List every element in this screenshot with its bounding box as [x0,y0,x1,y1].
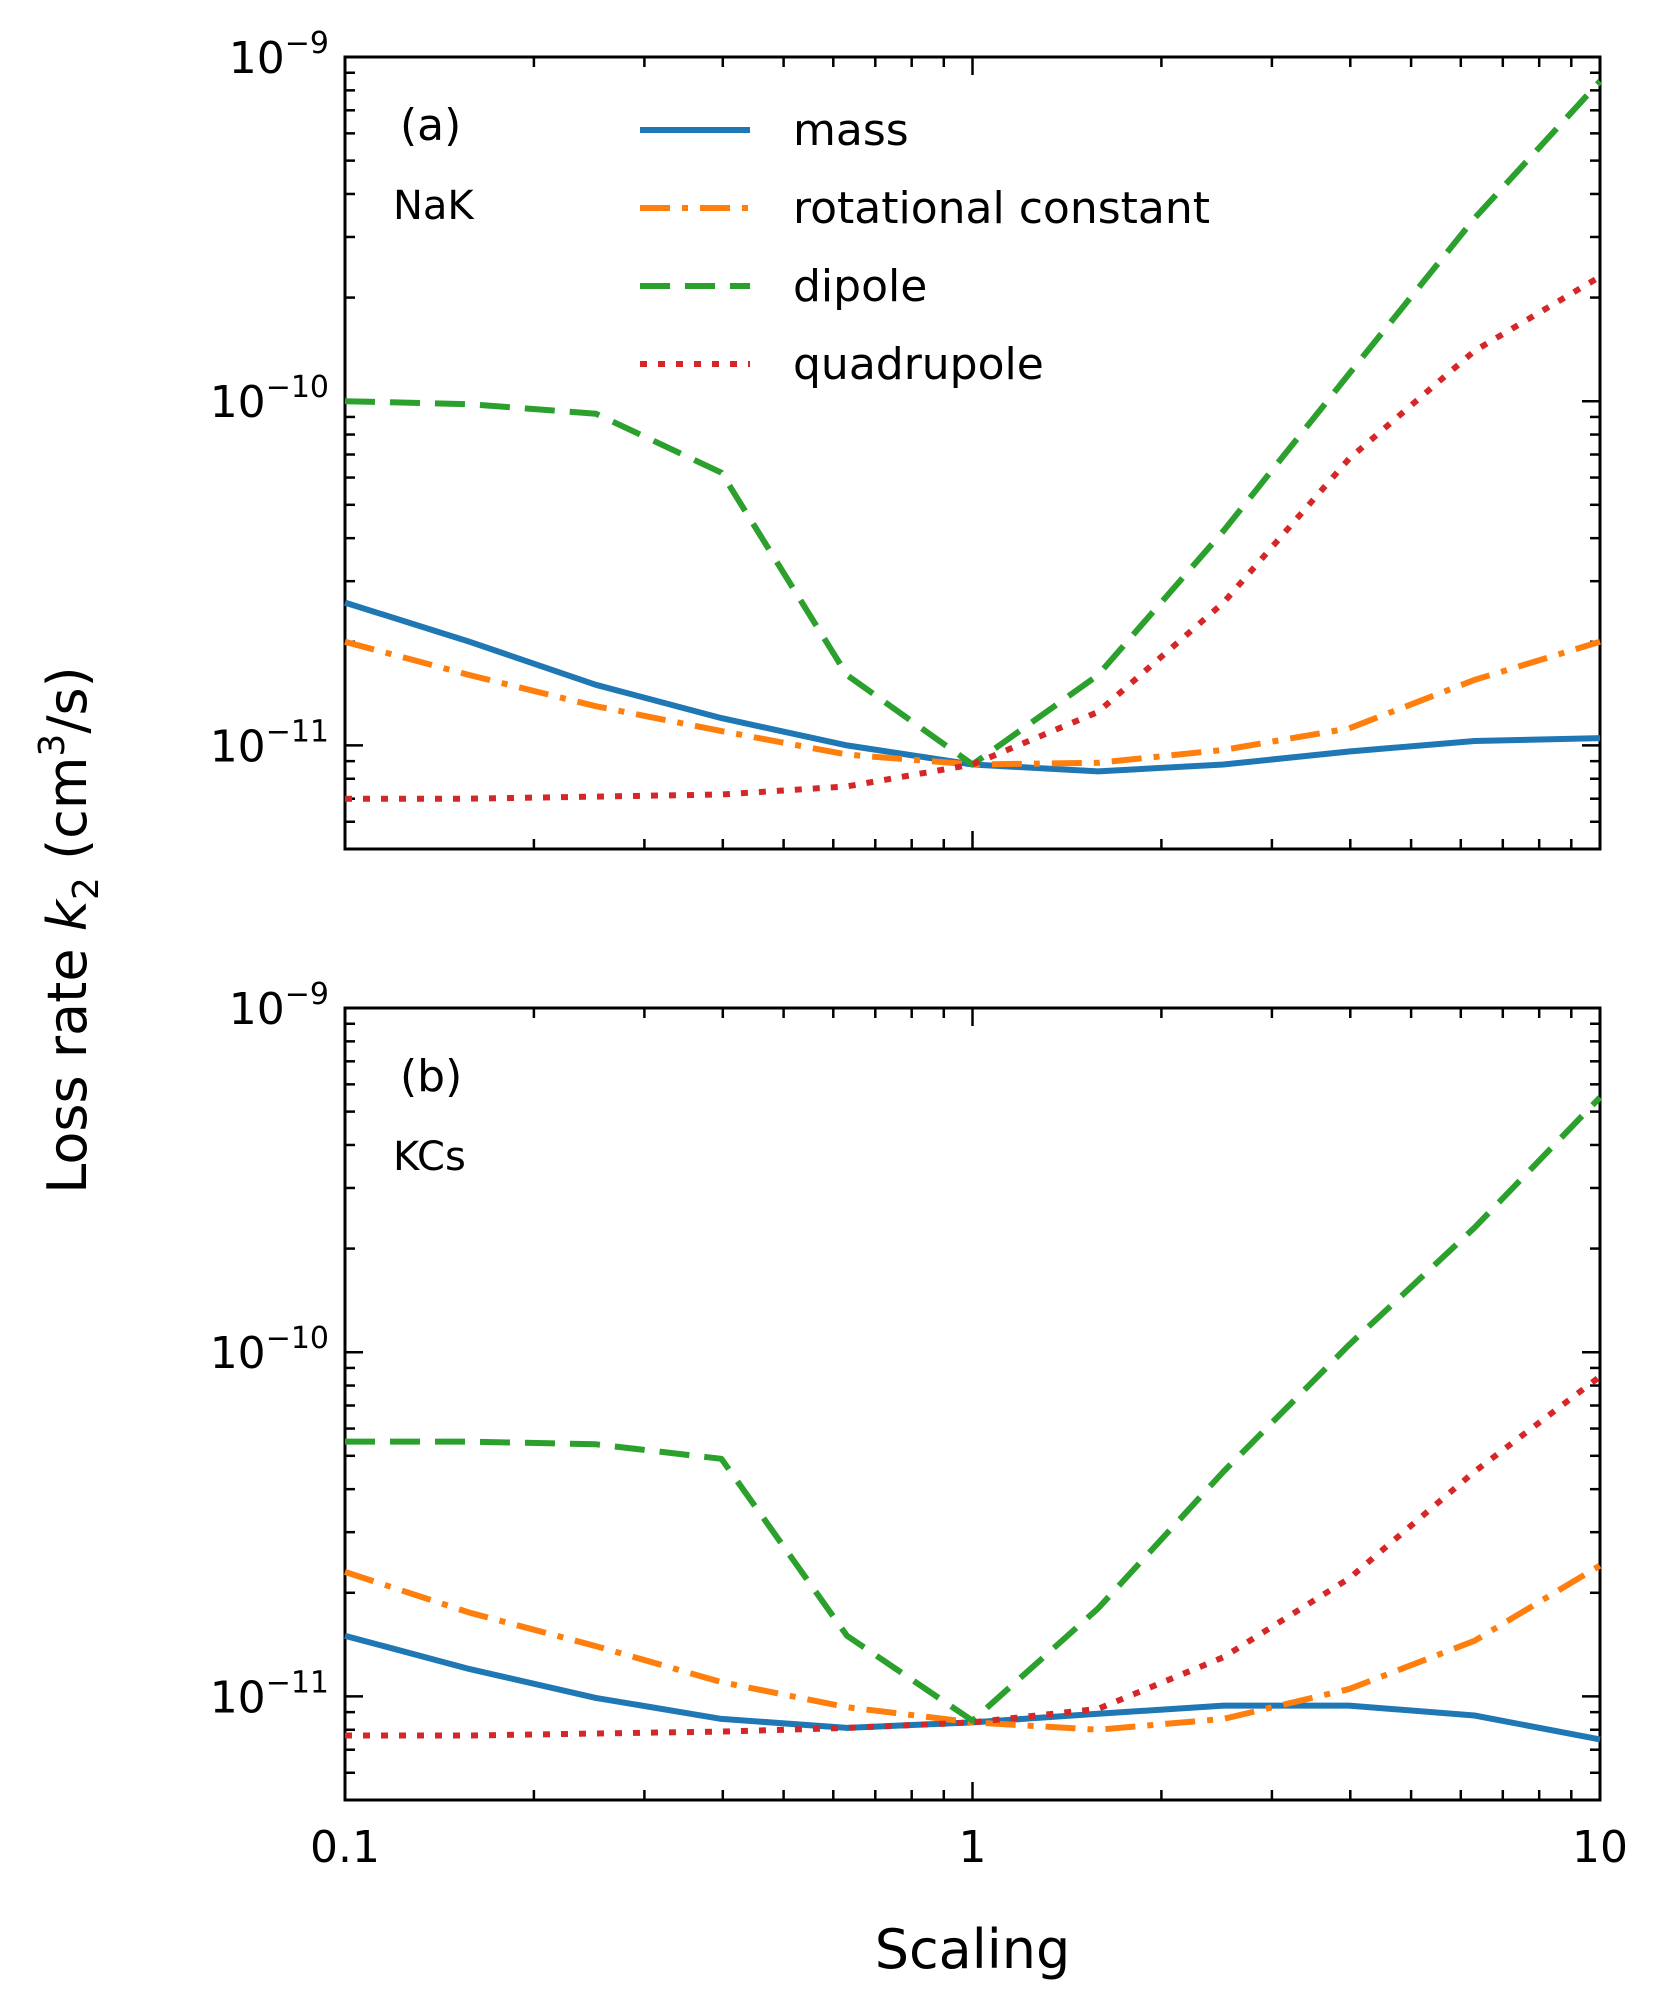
y-tick-label: 10−11 [210,714,329,772]
legend-label-mass: mass [793,105,909,156]
y-tick-label: 10−9 [229,977,329,1035]
series-line-rotational [344,638,1601,768]
series-line-dipole [344,79,1603,768]
y-axis-title: Loss rate k2 (cm3/s) [32,666,107,1194]
x-axis-title: Scaling [875,1918,1071,1981]
molecule-label: KCs [393,1134,466,1180]
legend-label-quadrupole: quadrupole [793,339,1044,390]
series-line-dipole [345,1095,1603,1724]
series-line-mass [344,599,1601,775]
x-tick-label: 10 [1572,1822,1628,1873]
plot-frame-a [343,55,1602,851]
panel-tag: (a) [400,100,461,151]
legend-label-rotational: rotational constant [793,183,1210,234]
panel-a: 10−9 10−10 10−11 (a) NaK mass rotational const… [210,26,1603,851]
y-tick-label: 10−10 [210,1321,329,1379]
legend-label-dipole: dipole [793,261,927,312]
y-tick-label: 10−9 [229,26,329,84]
axis-titles: Scaling Loss rate k2 (cm3/s) [32,666,1070,1981]
x-tick-label: 0.1 [310,1822,380,1873]
y-tick-label: 10−11 [210,1665,329,1723]
legend: mass rotational constant dipole quadrupole [640,105,1210,390]
series-line-rotational [344,1562,1602,1733]
y-tick-label: 10−10 [210,370,329,428]
molecule-label: NaK [393,183,475,229]
panel-tag: (b) [400,1051,462,1102]
panel-b: 10−9 10−10 10−11 0.1 1 10 (b) KCs [210,977,1628,1873]
x-tick-label: 1 [959,1822,987,1873]
